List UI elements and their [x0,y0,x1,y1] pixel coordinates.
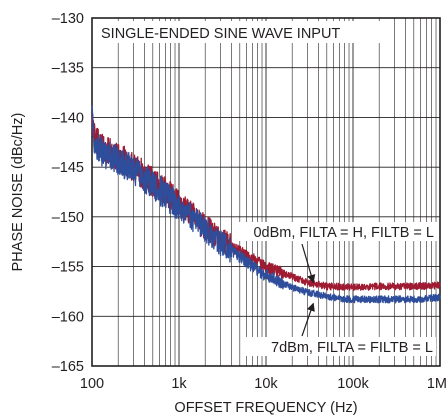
y-tick-label: –155 [52,260,84,276]
annotation-arrow [301,243,316,284]
annotation-background [243,337,436,356]
tick-labels: –165 –160 –155 –150 –145 –140 –135 –130 100 1k 10k… [52,11,447,392]
y-tick-label: –140 [52,110,84,126]
series-line-2 [91,105,441,304]
y-tick-label: –160 [52,309,84,325]
y-tick-label: –150 [52,210,84,226]
x-tick-label: 1M [427,376,447,392]
x-axis-title: OFFSET FREQUENCY (Hz) [174,400,357,416]
annotation-label: 0dBm, FILTA = H, FILTB = L [253,225,434,241]
chart-title: SINGLE-ENDED SINE WAVE INPUT [101,26,340,42]
x-tick-label: 100k [337,376,369,392]
y-tick-label: –130 [52,11,84,27]
data-layer [91,105,441,304]
y-axis-title: PHASE NOISE (dBc/Hz) [10,113,26,272]
y-tick-label: –165 [52,359,84,375]
plot-frame [91,17,441,367]
x-tick-label: 100 [80,376,104,392]
annotation-label: 7dBm, FILTA = FILTB = L [271,340,433,356]
grid-layer [92,18,440,366]
y-tick-label: –135 [52,61,84,77]
y-tick-label: –145 [52,160,84,176]
x-tick-label: 10k [254,376,278,392]
annotation-background [232,222,438,241]
title-background [96,21,390,43]
annotation-arrow [301,302,315,337]
x-tick-label: 1k [171,376,187,392]
annotation-layer: 0dBm, FILTA = H, FILTB = L 7dBm, FILTA = … [232,222,438,356]
